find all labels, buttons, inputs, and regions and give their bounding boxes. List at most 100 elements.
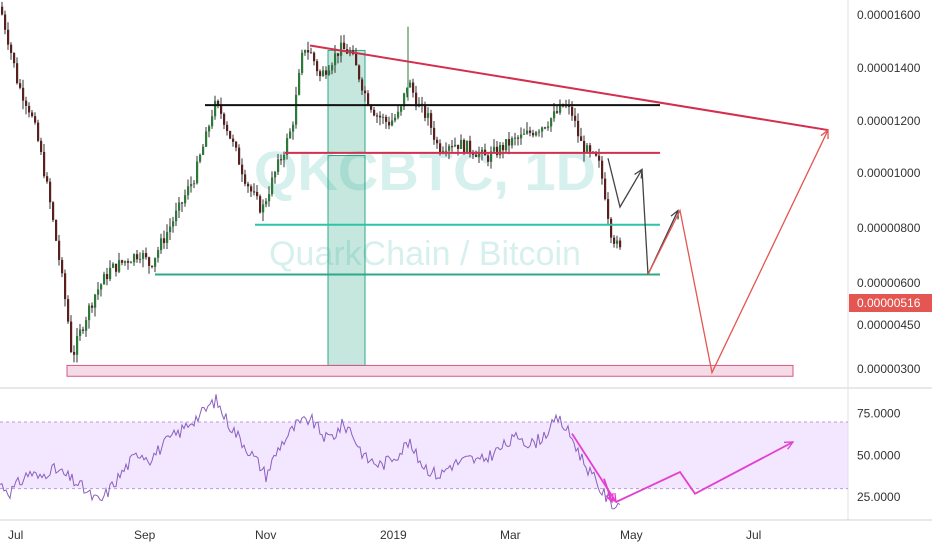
projection-arrowhead [670, 209, 679, 220]
projection-arrowhead [820, 128, 829, 140]
candle-body [25, 100, 28, 106]
time-tick-label: Jul [8, 528, 23, 542]
chart-watermark: QKCBTC, 1D QuarkChain / Bitcoin [254, 139, 596, 273]
candle-body [415, 92, 418, 107]
price-tick-label: 0.00000300 [857, 362, 921, 376]
candle-body [445, 150, 448, 152]
watermark-symbol: QKCBTC, 1D [254, 139, 596, 202]
candle-body [199, 154, 202, 162]
candle-body [172, 221, 175, 227]
candle-body [115, 263, 118, 272]
candle-body [244, 174, 247, 184]
candle-body [544, 127, 547, 129]
candle-body [67, 299, 70, 322]
candle-body [487, 155, 490, 162]
candle-body [130, 262, 133, 264]
candle-body [526, 130, 529, 134]
candle-body [292, 124, 295, 132]
time-axis[interactable]: Jul Sep Nov 2019 Mar May Jul [8, 528, 761, 542]
candle-body [610, 218, 613, 238]
candle-body [568, 105, 571, 107]
candle-body [259, 196, 262, 213]
time-tick-label: May [620, 528, 643, 542]
candle-body [523, 133, 526, 135]
candle-body [19, 83, 22, 88]
candle-body [301, 52, 304, 73]
candle-body [613, 237, 616, 244]
candle-body [499, 145, 502, 156]
candle-body [478, 152, 481, 157]
candle-body [295, 94, 298, 125]
candle-body [343, 42, 346, 50]
candle-body [448, 146, 451, 151]
projection-path [615, 441, 794, 503]
candle-body [163, 238, 166, 244]
candle-body [328, 70, 331, 75]
candle-body [559, 104, 562, 113]
price-tick-label: 0.00001000 [857, 166, 921, 180]
candle-body [97, 289, 100, 295]
candle-body [547, 126, 550, 128]
candle-body [508, 139, 511, 146]
candle-body [607, 199, 610, 219]
price-tick-label: 0.00001400 [857, 61, 921, 75]
candle-body [214, 100, 217, 117]
zone-box [66, 364, 794, 377]
candle-body [601, 160, 604, 179]
candle-body [247, 183, 250, 187]
candle-body [322, 70, 325, 77]
candle-body [403, 93, 406, 107]
candle-body [595, 152, 598, 156]
candle-body [331, 65, 334, 71]
candle-body [7, 29, 10, 45]
candle-body [187, 186, 190, 196]
candle-body [43, 151, 46, 177]
candle-body [232, 138, 235, 142]
candle-body [424, 104, 427, 118]
candle-body [604, 178, 607, 200]
candle-body [517, 137, 520, 139]
candle-body [490, 151, 493, 162]
candle-body [271, 177, 274, 195]
rsi-axis[interactable]: 75.0000 50.0000 25.0000 [857, 407, 901, 504]
candle-body [196, 161, 199, 184]
candle-body [124, 261, 127, 263]
candle-body [505, 139, 508, 151]
candle-body [154, 257, 157, 267]
candle-body [577, 120, 580, 137]
candle-body [367, 93, 370, 106]
candle-body [181, 202, 184, 204]
price-axis[interactable]: 0.00001600 0.00001400 0.00001200 0.00001000… [857, 8, 921, 376]
candle-body [241, 164, 244, 175]
candle-body [340, 42, 343, 56]
candle-body [496, 146, 499, 156]
zone-box [327, 155, 366, 366]
candle-body [121, 260, 124, 263]
candle-body [310, 52, 313, 54]
candle-body [397, 111, 400, 118]
candle-body [535, 132, 538, 136]
candle-body [118, 260, 121, 272]
rsi-tick-label: 50.0000 [857, 448, 901, 462]
candle-body [151, 265, 154, 267]
candlestick-series [1, 1, 622, 363]
candle-body [520, 134, 523, 139]
candle-body [457, 144, 460, 149]
candle-body [337, 53, 340, 56]
candle-body [223, 113, 226, 125]
candle-body [76, 335, 79, 355]
candle-body [37, 122, 40, 141]
candle-body [205, 131, 208, 147]
candle-body [394, 117, 397, 121]
candle-body [373, 109, 376, 116]
candle-body [439, 143, 442, 153]
candle-body [388, 121, 391, 126]
candle-body [34, 116, 37, 123]
projection-path [641, 169, 679, 275]
candle-body [256, 191, 259, 197]
projection-arrowhead [783, 441, 795, 450]
price-tick-label: 0.00000800 [857, 221, 921, 235]
candle-body [274, 172, 277, 178]
candle-body [79, 329, 82, 336]
